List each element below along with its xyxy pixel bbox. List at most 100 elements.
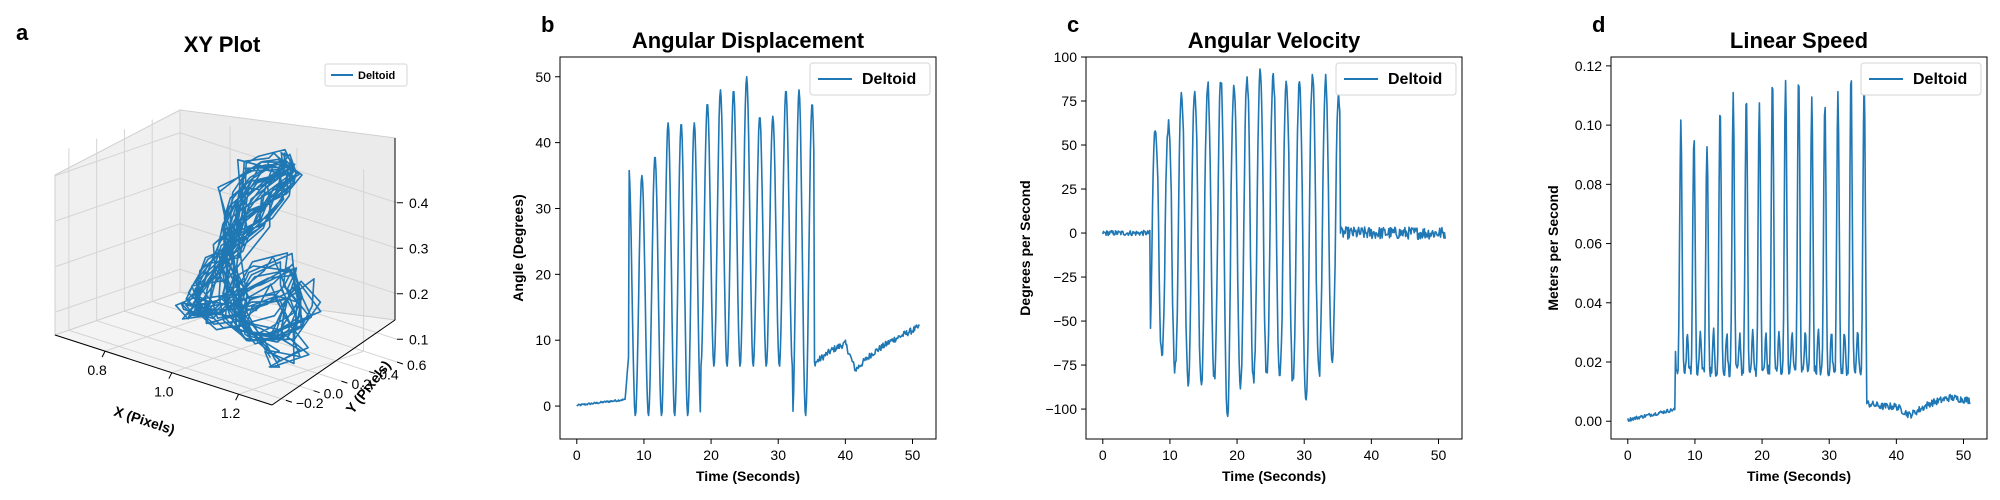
panel-b-legend-label: Deltoid — [862, 71, 916, 88]
x-tick-mark — [101, 350, 106, 358]
y-tick-label: −25 — [1053, 269, 1077, 285]
panel-b-ylabel: Angle (Degrees) — [510, 194, 526, 301]
panel-a-xlabel: X (Pixels) — [112, 403, 177, 438]
x-tick-label: 20 — [1754, 447, 1770, 463]
y-tick-label: −100 — [1045, 401, 1077, 417]
x-axis-line — [54, 334, 273, 406]
panel-a-3d-plot: 0.8 1.0 1.2 −0.20.0 0.2 0.4 0.6 0.1 0.2 0.3 0.4 XY… — [53, 32, 429, 438]
y-tick-label: 0 — [1069, 225, 1077, 241]
panel-d-legend-frame — [1860, 62, 1982, 96]
panel-d-legend: Deltoid — [1860, 62, 1982, 96]
y-tick-label: 10 — [535, 332, 551, 348]
z-tick-label: 0.4 — [409, 195, 429, 211]
panel-c-legend-label: Deltoid — [1388, 71, 1442, 88]
y-tick-label: −75 — [1053, 357, 1077, 373]
x-tick-label: 10 — [1687, 447, 1703, 463]
y-tick-mark — [396, 361, 404, 365]
y-tick-label: 0.04 — [1575, 295, 1602, 311]
gridline — [54, 268, 181, 313]
z-tick-label: 0.2 — [409, 286, 429, 302]
y-tick-mark — [369, 371, 376, 375]
y-tick-mark — [341, 380, 348, 384]
panel-a-ylabel: Y (Pixels) — [342, 357, 393, 416]
panel-b-legend: Deltoid — [809, 62, 931, 96]
panel-c-ylabel: Degrees per Second — [1017, 180, 1033, 315]
x-tick-label: 50 — [905, 447, 921, 463]
panel-c-legend-frame — [1335, 62, 1457, 96]
x-tick-label: 1.0 — [154, 384, 174, 400]
z-tick-label: 0.3 — [409, 240, 429, 256]
panel-b-angular-displacement: 0 10 20 30 40 50 0 10 20 30 40 50 Angular Displacem… — [510, 28, 937, 484]
gridline — [54, 223, 181, 268]
x-tick-label: 10 — [1162, 447, 1178, 463]
x-tick-label: 20 — [1229, 447, 1245, 463]
panel-b-ticks: 0 10 20 30 40 50 0 10 20 30 40 50 — [535, 69, 920, 463]
panel-a-title: XY Plot — [184, 32, 261, 57]
x-tick-label: 20 — [703, 447, 719, 463]
panel-b-title: Angular Displacement — [632, 28, 865, 53]
x-tick-label: 40 — [838, 447, 854, 463]
x-tick-label: 0 — [1624, 447, 1632, 463]
x-tick-mark — [235, 394, 240, 401]
y-tick-label: −0.2 — [296, 395, 324, 411]
x-tick-mark — [168, 372, 173, 379]
x-tick-label: 40 — [1364, 447, 1380, 463]
panel-a-legend-label: Deltoid — [358, 70, 395, 82]
y-tick-label: 50 — [1061, 137, 1077, 153]
y-tick-label: 0.0 — [324, 386, 344, 402]
y-tick-mark — [313, 390, 320, 394]
pane-gridlines — [54, 110, 398, 401]
y-tick-label: 25 — [1061, 181, 1077, 197]
x-tick-label: 50 — [1956, 447, 1972, 463]
y-tick-label: 0.2 — [351, 376, 371, 392]
y-tick-label: 0.4 — [379, 367, 399, 383]
y-tick-label: 0.02 — [1575, 354, 1602, 370]
z-tick-label: 0.1 — [409, 331, 429, 347]
x-tick-label: 30 — [1296, 447, 1312, 463]
gridline — [124, 310, 342, 382]
panel-b-series-line-deltoid — [576, 76, 920, 417]
y-tick-label: 0.08 — [1575, 176, 1602, 192]
x-tick-label: 10 — [636, 447, 652, 463]
panel-c-ticks: 0 10 20 30 40 50 −100 −75 −50 −25 0 25 50 75 100 — [1045, 49, 1446, 463]
y-tick-label: −50 — [1053, 313, 1077, 329]
x-tick-label: 30 — [770, 447, 786, 463]
x-tick-label: 40 — [1889, 447, 1905, 463]
series-line-deltoid-3d — [174, 148, 322, 369]
y-tick-label: 0.06 — [1575, 236, 1602, 252]
panel-d-ylabel: Meters per Second — [1545, 185, 1561, 310]
y-tick-label: 40 — [535, 135, 551, 151]
y-axis-line — [271, 319, 396, 406]
y-tick-label: 50 — [535, 69, 551, 85]
gridline — [96, 320, 314, 392]
y-tick-label: 0.6 — [407, 357, 427, 373]
gridline — [54, 177, 181, 222]
x-tick-label: 50 — [1431, 447, 1447, 463]
panel-b-legend-frame — [809, 62, 931, 96]
gridline — [68, 329, 287, 401]
x-tick-label: 0 — [573, 447, 581, 463]
panel-a-legend: Deltoid — [324, 63, 408, 87]
y-tick-label: 0 — [543, 398, 551, 414]
panel-d-plot-frame — [1610, 56, 1988, 440]
x-tick-label: 30 — [1821, 447, 1837, 463]
panel-letter-d: d — [1592, 12, 1605, 37]
panel-b-plot-frame — [559, 56, 937, 440]
panel-d-title: Linear Speed — [1730, 28, 1868, 53]
panel-d-ticks: 0 10 20 30 40 50 0.00 0.02 0.04 0.06 0.08 0.10 0.12 — [1575, 58, 1972, 463]
x-tick-label: 1.2 — [221, 405, 241, 421]
panel-d-legend-label: Deltoid — [1913, 71, 1967, 88]
panel-letter-a: a — [16, 20, 29, 45]
panel-letter-c: c — [1067, 12, 1079, 37]
panel-c-plot-frame — [1085, 56, 1463, 440]
gridline — [238, 350, 364, 395]
y-tick-label: 0.12 — [1575, 58, 1602, 74]
panel-c-series-line-deltoid — [1102, 68, 1446, 418]
panel-c-angular-velocity: 0 10 20 30 40 50 −100 −75 −50 −25 0 25 50 75 100 Angul… — [1017, 28, 1463, 484]
panel-c-title: Angular Velocity — [1188, 28, 1361, 53]
x-tick-label: 0.8 — [87, 362, 107, 378]
y-tick-label: 75 — [1061, 93, 1077, 109]
gridline — [179, 223, 398, 295]
x-tick-label: 0 — [1099, 447, 1107, 463]
